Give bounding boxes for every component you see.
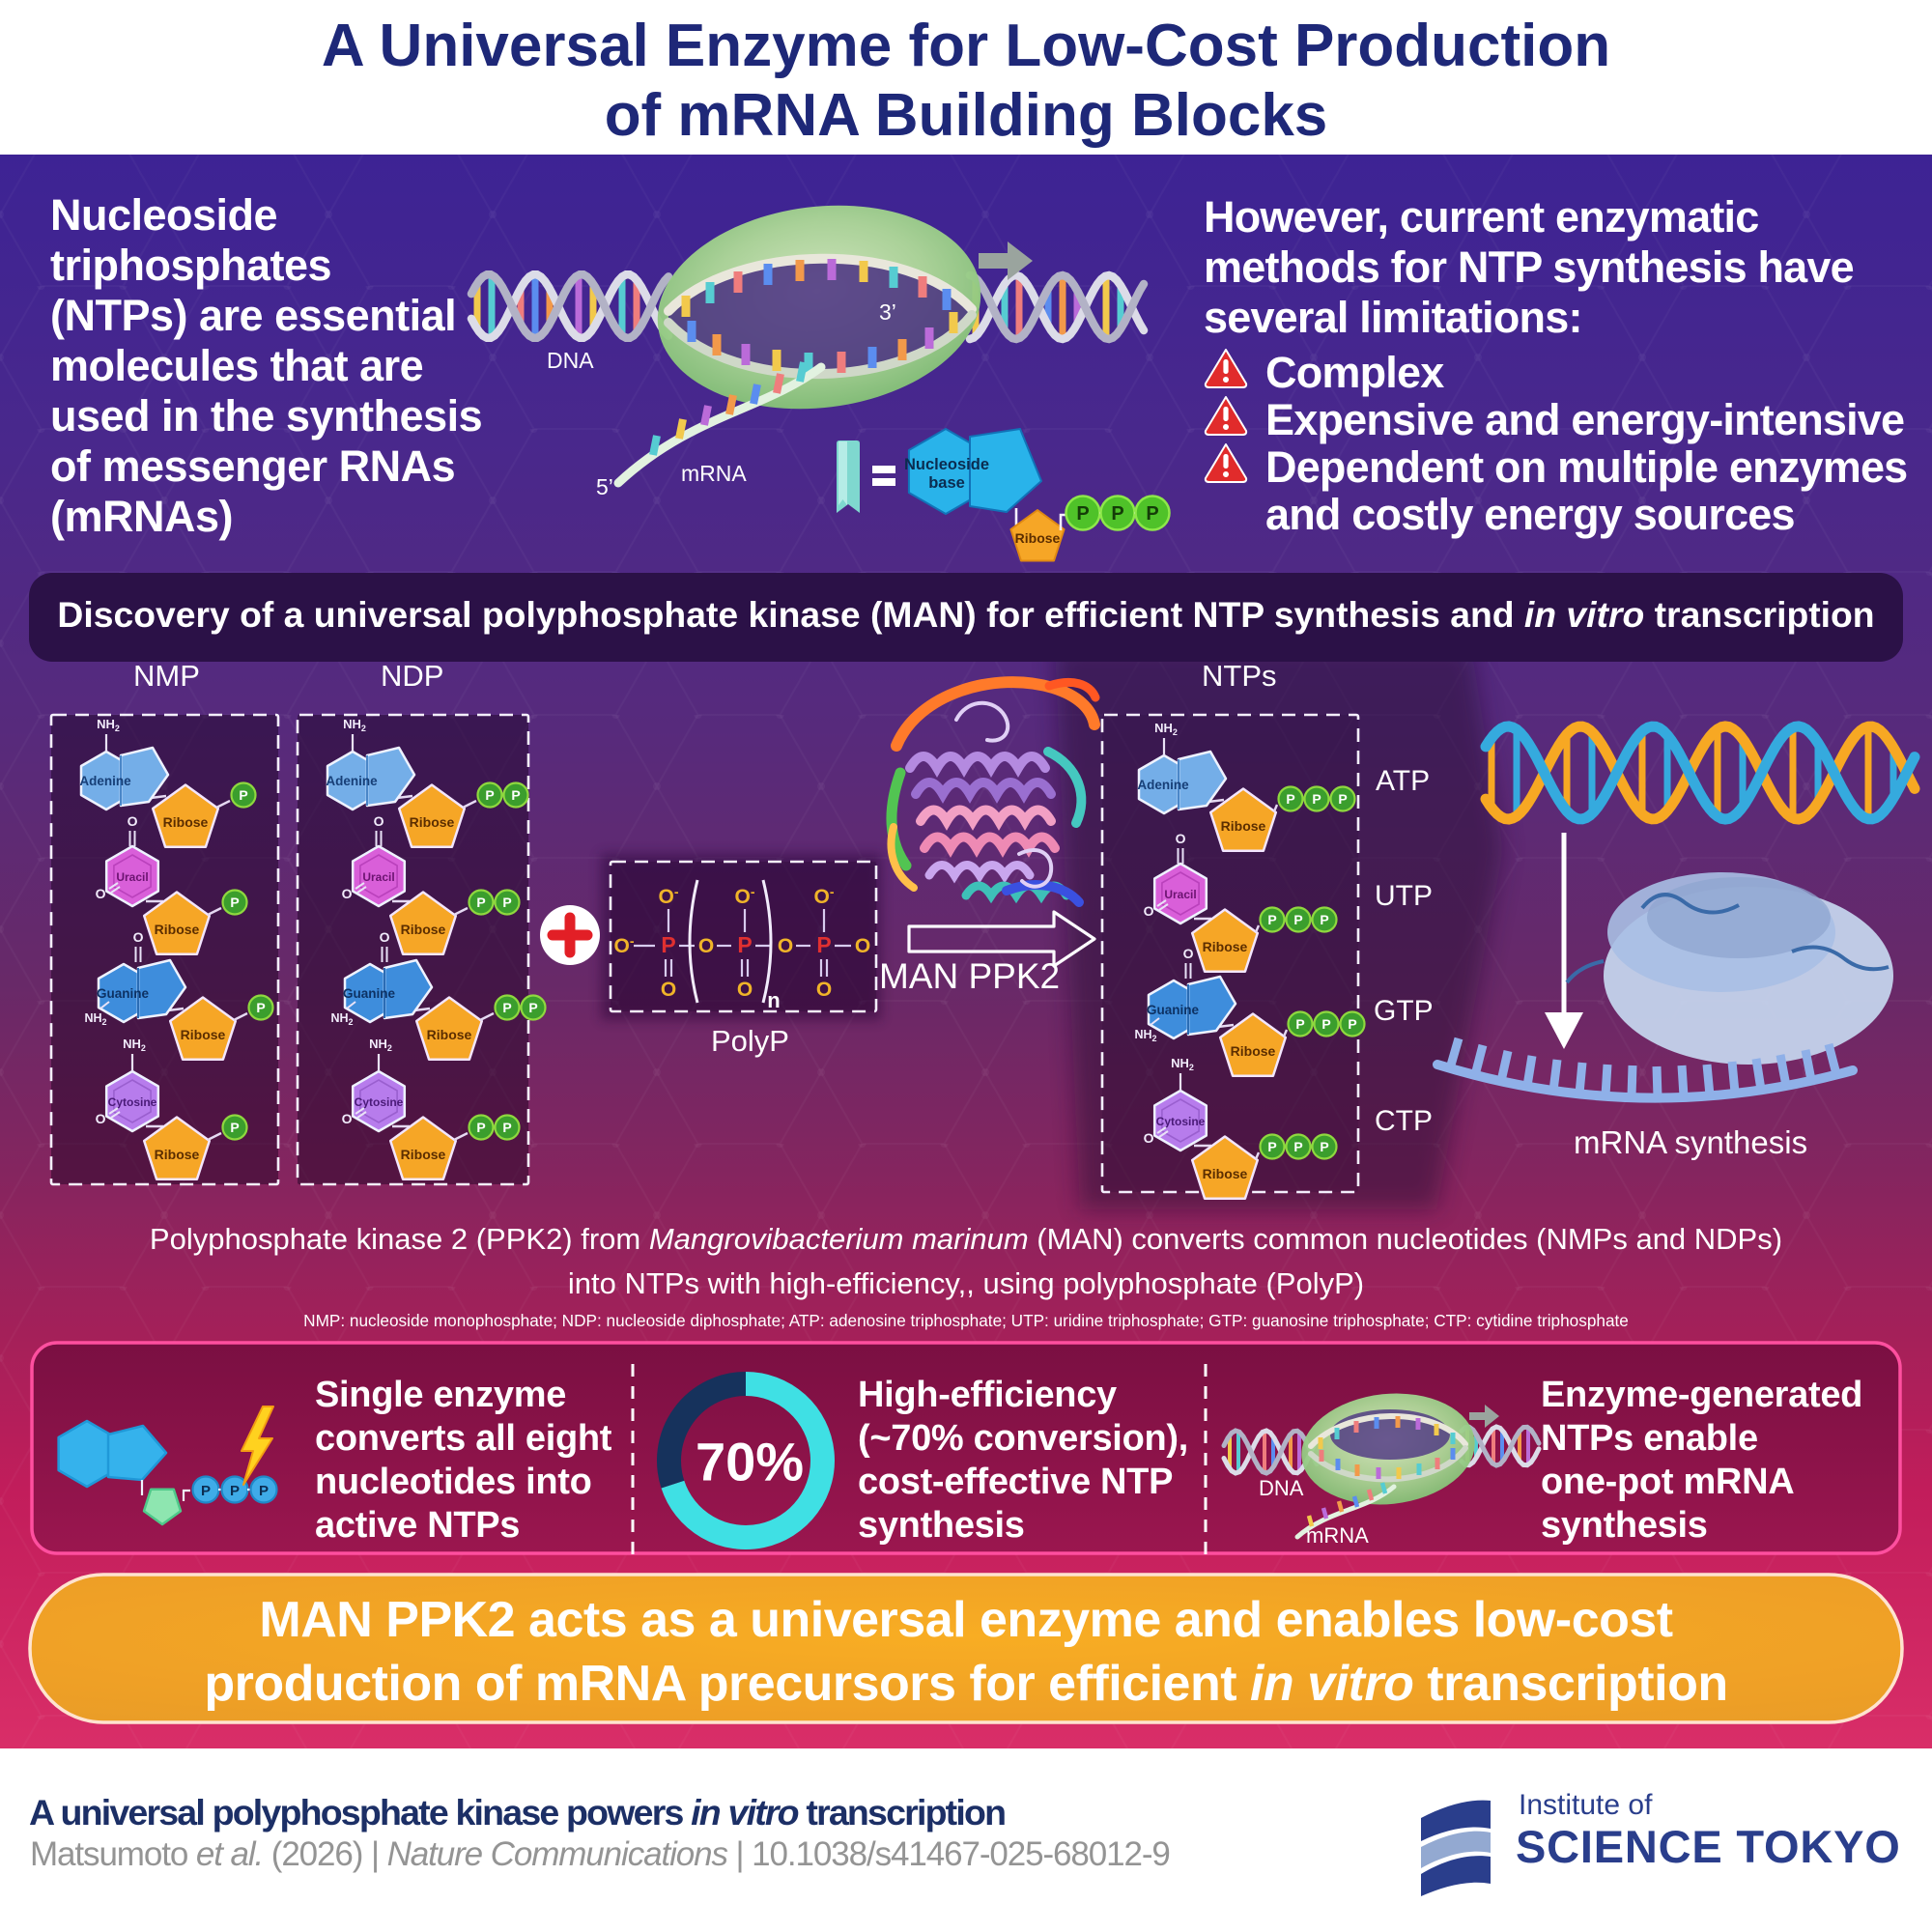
svg-text:P: P	[1076, 503, 1089, 525]
svg-text:n: n	[767, 988, 780, 1012]
svg-text:P: P	[1146, 503, 1158, 525]
svg-text:O: O	[342, 886, 353, 901]
svg-text:P: P	[816, 932, 831, 957]
svg-text:P: P	[201, 1483, 211, 1499]
svg-text:P: P	[1111, 503, 1123, 525]
svg-text:O: O	[778, 935, 793, 957]
svg-text:O: O	[96, 886, 106, 901]
svg-text:NH2: NH2	[84, 1011, 106, 1027]
svg-text:O-: O-	[613, 933, 634, 957]
svg-text:O: O	[661, 979, 676, 1001]
svg-text:NH2: NH2	[330, 1011, 353, 1027]
svg-text:O: O	[698, 935, 714, 957]
svg-text:NH2: NH2	[1134, 1028, 1156, 1043]
svg-text:P: P	[259, 1483, 269, 1499]
svg-text:O-: O-	[734, 884, 754, 908]
svg-text:O: O	[96, 1111, 106, 1126]
svg-text:P: P	[661, 932, 675, 957]
svg-text:O: O	[1144, 903, 1154, 919]
svg-text:O-: O-	[813, 884, 834, 908]
svg-text:P: P	[230, 1483, 240, 1499]
svg-text:O: O	[342, 1111, 353, 1126]
svg-text:O: O	[855, 935, 870, 957]
svg-text:O: O	[1144, 1130, 1154, 1146]
svg-text:O: O	[737, 979, 753, 1001]
svg-text:O: O	[816, 979, 832, 1001]
svg-text:P: P	[737, 932, 752, 957]
svg-text:O-: O-	[658, 884, 678, 908]
